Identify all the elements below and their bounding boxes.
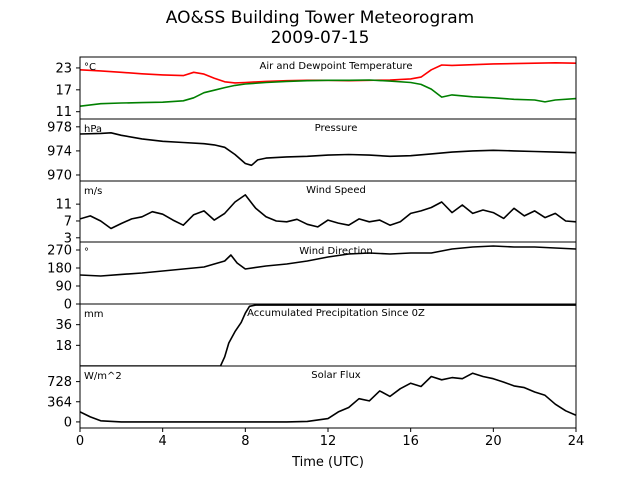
x-tick-label: 12 xyxy=(320,434,337,449)
panel-title: Wind Direction xyxy=(299,246,373,257)
y-tick-label: 36 xyxy=(55,318,72,333)
x-tick-label: 24 xyxy=(568,434,585,449)
x-axis-label: Time (UTC) xyxy=(291,455,364,470)
x-tick-label: 8 xyxy=(241,434,249,449)
figure-date: 2009-07-15 xyxy=(270,28,370,48)
panel-title: Accumulated Precipitation Since 0Z xyxy=(247,308,425,319)
x-tick-label: 20 xyxy=(485,434,502,449)
unit-label: °C xyxy=(84,62,96,73)
y-tick-label: 7 xyxy=(64,214,72,229)
y-tick-label: 978 xyxy=(47,120,72,135)
unit-label: hPa xyxy=(84,124,102,135)
unit-label: m/s xyxy=(84,186,102,197)
y-tick-label: 970 xyxy=(47,168,72,183)
y-tick-label: 11 xyxy=(55,198,72,213)
panel-title: Air and Dewpoint Temperature xyxy=(260,61,413,72)
series-line-1 xyxy=(80,372,576,423)
y-tick-label: 364 xyxy=(47,395,72,410)
panel-1: 11 17 23 °C Air and Dewpoint Temperature xyxy=(55,56,577,120)
y-tick-label: 90 xyxy=(55,280,72,295)
unit-label: mm xyxy=(84,309,103,320)
series-line-1 xyxy=(80,194,576,230)
y-tick-label: 974 xyxy=(47,144,72,159)
figure-title: AO&SS Building Tower Meteorogram xyxy=(165,8,475,28)
panel-title: Pressure xyxy=(315,123,358,134)
y-tick-label: 11 xyxy=(55,105,72,120)
unit-label: W/m^2 xyxy=(84,371,122,382)
y-tick-label: 0 xyxy=(64,298,72,313)
y-tick-label: 23 xyxy=(55,61,72,76)
y-tick-label: 270 xyxy=(47,244,72,259)
panel-title: Wind Speed xyxy=(306,185,366,196)
panel-title: Solar Flux xyxy=(311,370,361,381)
series-line-1 xyxy=(80,304,576,366)
y-tick-label: 17 xyxy=(55,83,72,98)
series-line-1 xyxy=(80,245,576,277)
x-tick-label: 0 xyxy=(76,434,84,449)
x-tick-label: 16 xyxy=(402,434,419,449)
series-line-2 xyxy=(80,79,576,107)
panel-5: 18 36 mm Accumulated Precipitation Since 0Z xyxy=(55,303,577,367)
y-tick-label: 18 xyxy=(55,339,72,354)
unit-label: ° xyxy=(84,247,89,258)
y-tick-label: 728 xyxy=(47,375,72,390)
y-tick-label: 3 xyxy=(64,231,72,246)
x-tick-label: 4 xyxy=(159,434,167,449)
y-tick-label: 0 xyxy=(64,415,72,430)
panel-6: 0 364 728 W/m^2 Solar Flux xyxy=(47,365,577,430)
panel-2: 970 974 978 hPa Pressure xyxy=(47,118,577,183)
panel-3: 3 711 m/s Wind Speed xyxy=(55,180,577,246)
panel-4: 0 90 180 270 ° Wind Direction xyxy=(47,241,577,313)
y-tick-label: 180 xyxy=(47,262,72,277)
series-line-1 xyxy=(80,132,576,167)
